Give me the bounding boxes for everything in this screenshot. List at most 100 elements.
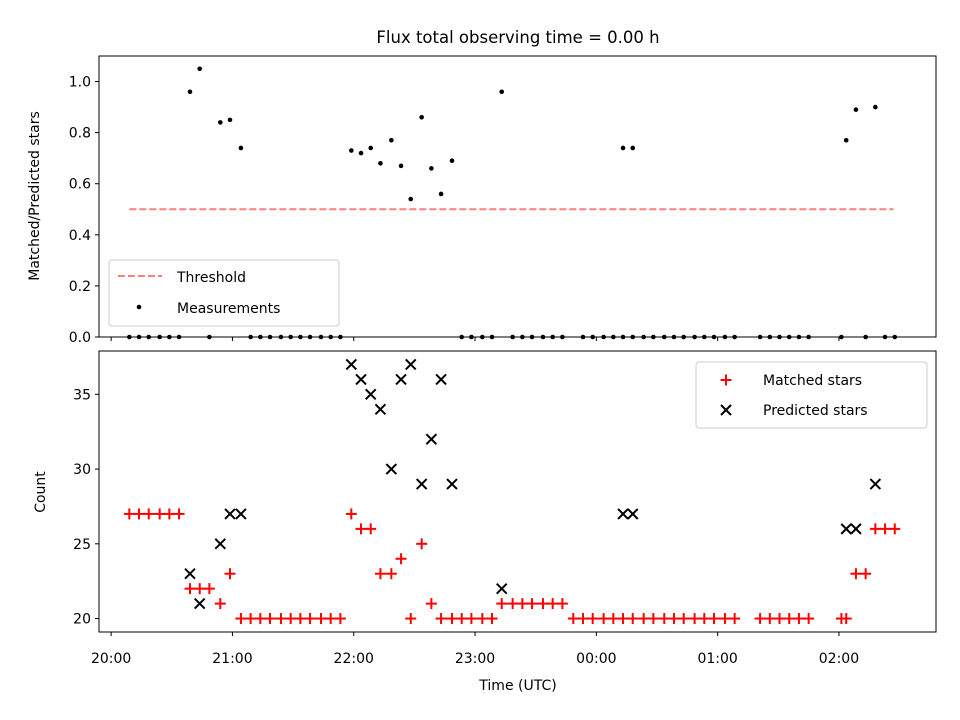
ratio-y-axis-label: Matched/Predicted stars [27,111,43,281]
legend-matched-label: Matched stars [763,373,862,389]
measurement-point [398,163,404,169]
predicted-star-marker-b [405,358,417,371]
measurement-point [368,145,374,151]
matched-star-marker [658,613,670,625]
measurement-point [630,145,636,151]
predicted-star-marker [617,508,629,520]
measurement-point [438,191,444,197]
matched-star-marker [840,613,852,625]
legend-measurements-label: Measurements [177,301,280,317]
matched-star-marker [607,613,619,625]
measurement-point [218,120,223,125]
matched-star-marker [860,568,872,580]
matched-star-marker [556,598,568,610]
count-x-tick-label: 02:00 [819,651,859,667]
matched-star-marker [774,613,786,625]
matched-star-marker [708,613,720,625]
count-x-tick-label: 00:00 [576,651,616,667]
predicted-star-marker-b [374,403,387,415]
measurement-point [429,166,434,171]
matched-star-marker [365,523,377,535]
matched-star-marker [567,613,579,625]
legend-x-marker-b [720,404,732,416]
legend-predicted-swatch [720,404,732,416]
predicted-star-marker-b [415,478,428,490]
matched-star-marker [719,613,731,625]
ratio-x-axis-ticks [110,337,840,341]
matched-star-marker [638,613,650,625]
count-legend-box [695,361,928,429]
predicted-star-marker [435,373,447,386]
legend-threshold-label: Threshold [176,270,246,286]
measurement-point [419,115,424,120]
matched-star-marker [476,613,488,625]
predicted-star-marker-b [425,433,438,445]
predicted-star-marker-b [224,508,236,520]
predicted-star-marker-b [435,373,447,386]
measurement-point [449,158,455,164]
predicted-star-marker-b [617,508,629,520]
matched-star-marker [143,508,155,520]
predicted-star-marker [405,358,417,371]
predicted-star-marker [365,388,377,401]
matched-star-marker [754,613,766,625]
legend-x-marker [720,404,732,416]
ratio-legend-box [108,259,340,327]
ratio-y-tick-label: 0.8 [69,126,91,142]
predicted-star-marker-b [850,523,862,535]
matched-star-marker [879,523,891,535]
ratio-y-tick-label: 0.6 [69,177,91,193]
predicted-star-marker-b [214,538,227,550]
matched-star-marker [203,583,215,595]
predicted-star-marker-b [627,508,639,520]
predicted-star-marker [627,508,639,520]
predicted-star-marker [415,478,428,490]
count-panel: 20 25 30 35 20:00 21:00 22:00 23:00 00:00 01:00 0… [33,350,937,694]
matched-star-marker [793,613,805,625]
measurement-point [349,148,354,153]
measurement-point [499,89,505,95]
matched-star-marker [163,508,175,520]
matched-star-marker [285,613,297,625]
count-y-axis-ticks: 20 25 30 35 [73,387,99,628]
legend-measurements-swatch [136,304,142,310]
measurement-point [620,145,626,151]
matched-star-marker [325,613,337,625]
predicted-star-marker-b [365,388,377,401]
matched-star-marker [275,613,287,625]
matched-star-marker [516,598,528,610]
chart-title: Flux total observing time = 0.00 h [376,28,659,47]
count-x-tick-label: 21:00 [212,651,252,667]
matched-star-marker [627,613,639,625]
count-x-tick-label: 20:00 [91,651,131,667]
matched-star-marker [304,613,316,625]
matched-star-marker [405,613,417,625]
matched-star-marker [617,613,629,625]
legend-predicted-label: Predicted stars [763,403,868,419]
ratio-y-tick-label: 0.0 [69,330,91,346]
matched-star-marker [496,598,508,610]
matched-star-marker [395,553,407,565]
predicted-star-marker-b [446,478,458,490]
matched-star-marker [334,613,346,625]
matched-star-marker [889,523,901,535]
ratio-axes-frame [98,55,937,338]
measurement-point [853,107,859,112]
legend-plus-marker [720,374,732,386]
ratio-y-tick-label: 0.4 [69,228,91,244]
predicted-star-marker-b [235,508,247,520]
predicted-star-marker-b [840,523,852,535]
matched-star-marker [133,508,145,520]
predicted-star-marker [224,508,236,520]
measurement-point [227,117,233,123]
count-y-tick-label: 20 [73,612,91,628]
predicted-star-marker [235,508,247,520]
matched-star-marker [465,613,477,625]
predicted-star-marker [184,568,196,580]
measurement-point [187,89,193,95]
predicted-star-marker [193,597,206,610]
measurement-point [378,160,383,166]
predicted-star-marker [355,373,367,386]
